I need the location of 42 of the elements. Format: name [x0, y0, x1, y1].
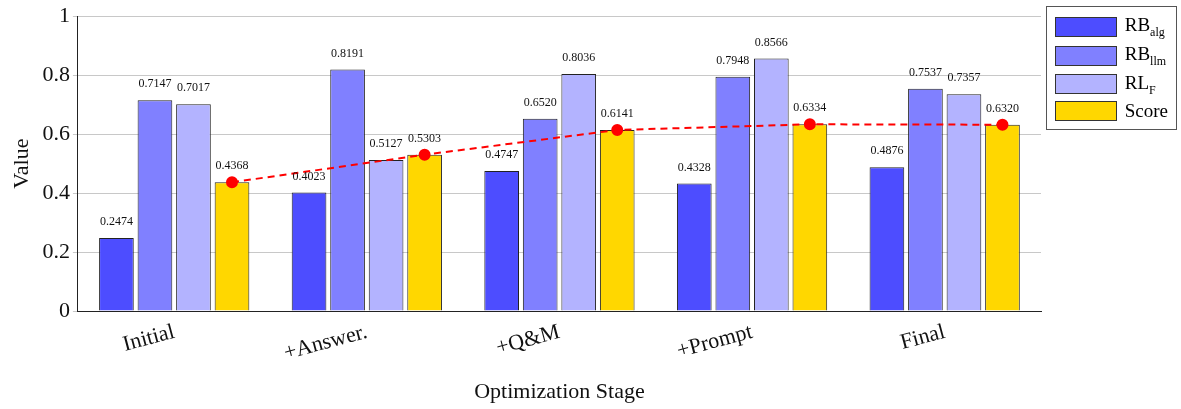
- x-tick-label: +Prompt: [673, 318, 755, 363]
- point: [418, 148, 431, 161]
- data-label: 0.6320: [985, 100, 1019, 115]
- data-label: 0.2474: [99, 214, 133, 229]
- data-label: 0.4328: [677, 159, 711, 174]
- data-label: 0.5127: [369, 136, 403, 151]
- data-label: 0.8566: [754, 34, 788, 49]
- data-label: 0.6141: [600, 106, 634, 121]
- x-tick-label: +Answer.: [280, 318, 370, 365]
- data-label: 0.6520: [523, 94, 557, 109]
- data-label: 0.4023: [292, 168, 326, 183]
- data-label: 0.7948: [716, 52, 750, 67]
- point: [996, 118, 1009, 131]
- legend-label: RB$_{alg}$: [1124, 14, 1165, 40]
- data-label: 0.6334: [793, 100, 827, 115]
- y-tick-label: 1: [58, 1, 70, 27]
- x-tick-label: Initial: [119, 318, 177, 356]
- x-axis-title: Optimization Stage: [474, 377, 645, 403]
- y-tick-label: 0.6: [42, 119, 70, 145]
- y-axis-title: Value: [7, 138, 33, 189]
- data-label: 0.4747: [485, 147, 519, 162]
- data-label: 0.7357: [947, 70, 981, 85]
- data-label: 0.8191: [331, 45, 365, 60]
- y-tick-label: 0.8: [42, 60, 70, 86]
- y-tick-label: 0.2: [42, 237, 70, 263]
- legend-label: Score: [1124, 100, 1168, 123]
- data-label: 0.4876: [870, 143, 904, 158]
- point: [803, 118, 816, 131]
- data-label: 0.7017: [176, 80, 210, 95]
- x-tick-label: +Q&M: [493, 318, 563, 360]
- legend-label: RL$_{F}$: [1124, 71, 1156, 98]
- data-label: 0.7537: [908, 64, 942, 79]
- point: [226, 176, 238, 189]
- point: [611, 123, 624, 136]
- x-tick-label: Final: [897, 318, 948, 354]
- y-tick-label: 0: [58, 296, 70, 322]
- data-label: 0.5303: [408, 130, 442, 145]
- data-label: 0.7147: [138, 76, 172, 91]
- y-tick-label: 0.4: [42, 178, 70, 204]
- data-label: 0.4368: [215, 158, 249, 173]
- legend-label: RB$_{llm}$: [1124, 42, 1167, 69]
- data-label: 0.8036: [562, 50, 596, 65]
